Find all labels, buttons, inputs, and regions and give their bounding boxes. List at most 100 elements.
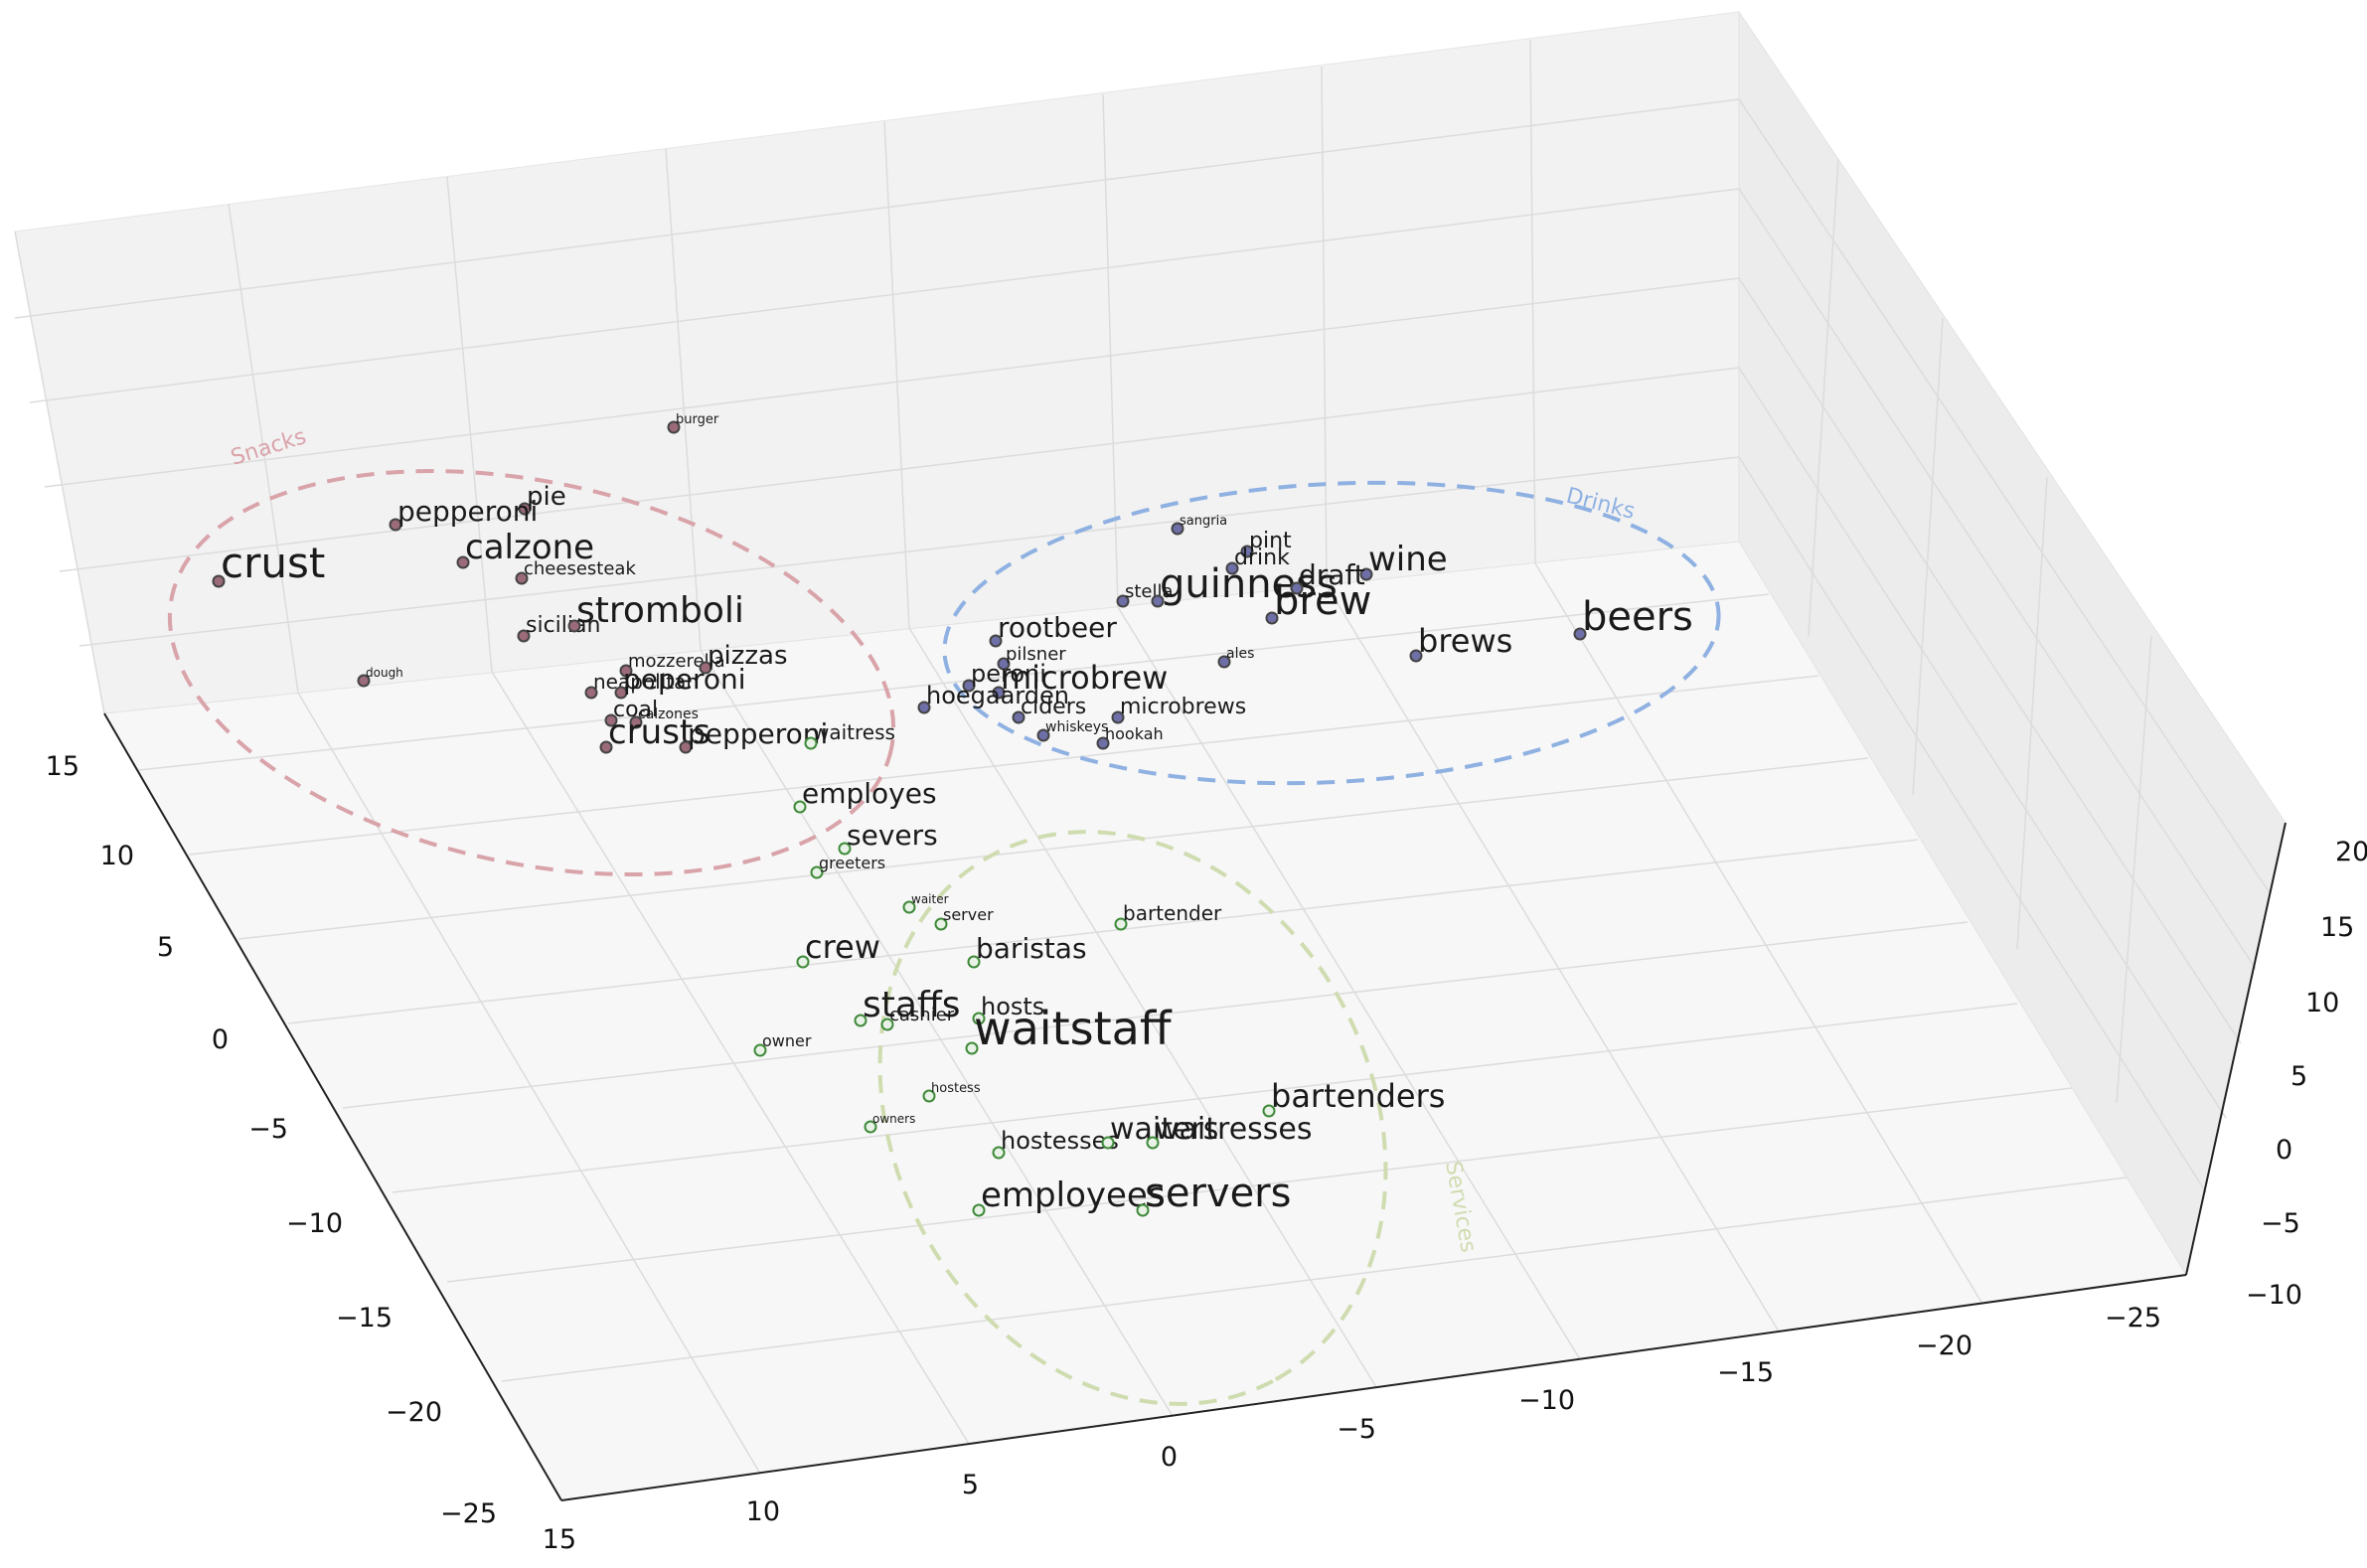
gridline-35 xyxy=(446,1087,2073,1283)
data-point xyxy=(838,842,852,856)
gridline-29 xyxy=(138,593,1770,771)
word-label: sangria xyxy=(1180,514,1227,529)
word-label: guinness xyxy=(1160,561,1338,607)
gridline-3 xyxy=(665,148,702,651)
word-label: cheesesteak xyxy=(524,558,636,579)
gridline-27 xyxy=(1326,584,1780,1333)
data-point xyxy=(992,1146,1006,1160)
x-tick-label: 15 xyxy=(46,751,79,782)
x-tick-label: 0 xyxy=(212,1024,229,1055)
data-point xyxy=(1114,917,1128,931)
word-label: crew xyxy=(805,928,880,966)
x-tick-label: −25 xyxy=(440,1498,497,1529)
data-point xyxy=(1290,581,1304,595)
word-label: brew xyxy=(1274,578,1371,624)
data-point xyxy=(753,1043,767,1057)
gridline-1 xyxy=(228,203,299,694)
word-label: crust xyxy=(221,539,325,587)
axis-line-y xyxy=(560,1274,2187,1501)
word-label: pie xyxy=(527,482,566,512)
cluster-ellipse-services xyxy=(877,830,1388,1406)
data-point xyxy=(864,1120,877,1134)
data-point xyxy=(1573,627,1587,641)
data-point xyxy=(962,679,976,693)
word-label: rootbeer xyxy=(998,611,1117,644)
gridline-23 xyxy=(491,671,970,1445)
x-tick-label: −10 xyxy=(286,1208,343,1239)
data-point xyxy=(965,1041,979,1055)
data-point xyxy=(972,1012,986,1025)
axis-line-x xyxy=(103,712,562,1501)
gridline-21 xyxy=(2116,635,2152,1104)
gridline-19 xyxy=(1912,317,1944,796)
x-tick-label: −15 xyxy=(336,1303,393,1333)
data-point xyxy=(796,955,810,969)
gridline-10 xyxy=(44,277,1740,488)
data-point xyxy=(793,800,807,814)
word-label: brews xyxy=(1418,622,1512,660)
data-point xyxy=(456,555,470,569)
data-point xyxy=(357,674,371,688)
axis-line-z xyxy=(2185,822,2287,1276)
word-label: baristas xyxy=(976,932,1087,965)
cluster-ellipse-snacks xyxy=(167,469,896,876)
word-label: whiskeys xyxy=(1045,719,1108,735)
gridline-33 xyxy=(342,921,1969,1109)
data-point xyxy=(518,502,532,516)
data-point xyxy=(880,1018,894,1031)
data-point xyxy=(1096,736,1110,750)
gridline-20 xyxy=(2016,476,2048,950)
gridline-32 xyxy=(287,839,1919,1024)
gridline-24 xyxy=(700,649,1174,1417)
data-point xyxy=(810,865,824,879)
word-label: peperoni xyxy=(623,663,746,696)
gridline-14 xyxy=(1738,188,2257,970)
data-point xyxy=(1262,1104,1276,1118)
data-point xyxy=(604,713,618,727)
data-point xyxy=(1265,611,1279,625)
data-point xyxy=(934,917,948,931)
word-label: pizzas xyxy=(708,641,788,671)
word-label: staffs xyxy=(863,985,961,1025)
data-point xyxy=(972,1203,986,1217)
x-tick-label: −20 xyxy=(386,1397,442,1428)
data-point xyxy=(1111,710,1125,724)
gridline-11 xyxy=(59,367,1740,572)
data-point xyxy=(517,629,531,643)
data-point xyxy=(1359,567,1373,581)
word-label: hookah xyxy=(1105,724,1164,743)
word-label: beers xyxy=(1582,594,1693,640)
word-label: hosts xyxy=(981,993,1044,1020)
word-label: ciders xyxy=(1021,695,1086,719)
data-point xyxy=(1409,649,1423,663)
data-point xyxy=(854,1014,868,1027)
word-label: sicilian xyxy=(526,613,600,638)
word-label: owner xyxy=(762,1031,812,1050)
data-point xyxy=(629,715,643,729)
gridline-26 xyxy=(1117,606,1581,1360)
x-tick-label: 5 xyxy=(157,932,174,963)
data-point xyxy=(1136,1203,1150,1217)
word-label: crusts xyxy=(608,712,710,752)
data-point xyxy=(1240,545,1254,558)
y-tick-label: −25 xyxy=(2105,1303,2161,1333)
gridline-8 xyxy=(14,98,1740,319)
data-point xyxy=(1036,728,1050,742)
axes xyxy=(103,712,2287,1501)
word-label: severs xyxy=(847,819,938,852)
z-tick-label: 10 xyxy=(2305,988,2339,1019)
data-point xyxy=(917,701,931,714)
word-label: wine xyxy=(1368,540,1448,579)
word-label: bartenders xyxy=(1271,1077,1445,1115)
word-label: employes xyxy=(802,777,937,810)
data-point xyxy=(1151,594,1165,608)
word-label: neapolitan xyxy=(593,670,699,694)
data-point xyxy=(967,955,981,969)
data-point xyxy=(679,740,693,754)
data-point xyxy=(567,619,581,633)
word-label: hostesses xyxy=(1001,1127,1119,1155)
word-label: ales xyxy=(1226,646,1254,662)
data-point xyxy=(1101,1136,1115,1150)
word-label: servers xyxy=(1145,1171,1291,1216)
